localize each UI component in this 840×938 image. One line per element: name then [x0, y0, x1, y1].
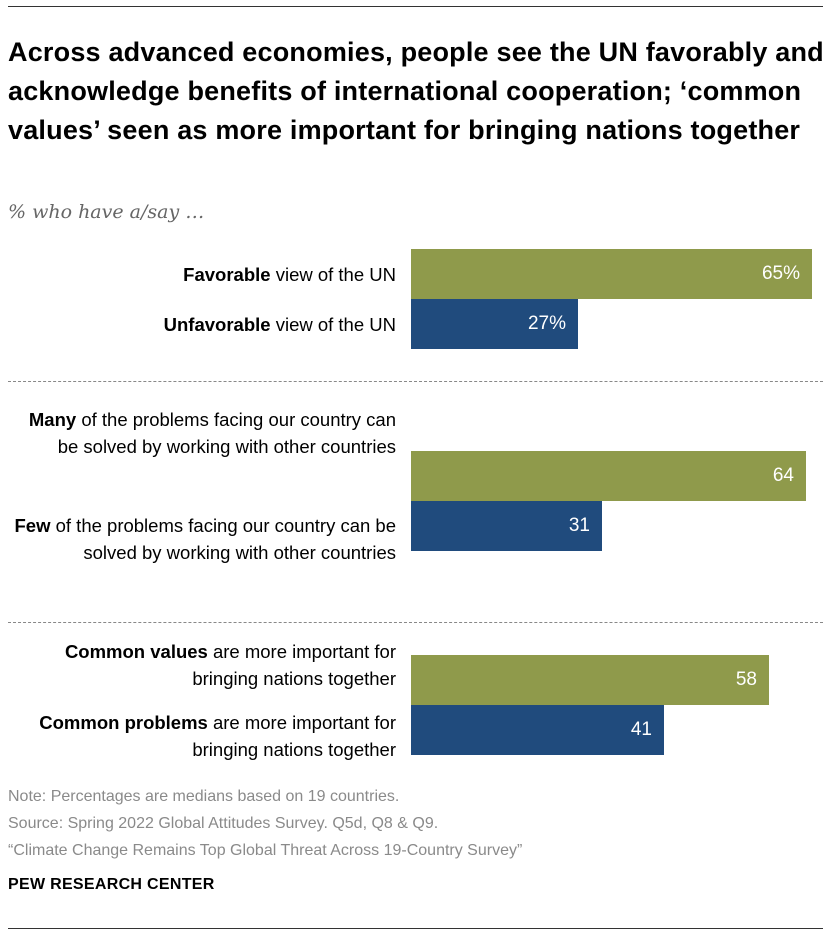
row-label-bold: Unfavorable — [163, 314, 271, 335]
chart-subtitle: % who have a/say … — [8, 201, 205, 223]
row-label-bold: Common problems — [39, 712, 208, 733]
source-text: Source: Spring 2022 Global Attitudes Sur… — [8, 815, 439, 832]
row-label-unfavorable: Unfavorable view of the UN — [164, 311, 396, 338]
report-title-text: “Climate Change Remains Top Global Threa… — [8, 842, 523, 859]
row-label-favorable: Favorable view of the UN — [183, 261, 396, 288]
bar-value-label: 31 — [568, 515, 590, 536]
bar-few: 31 — [411, 501, 602, 551]
bar-value-label: 27% — [527, 313, 566, 334]
row-label-bold: Few — [14, 515, 51, 536]
row-label-bold: Many — [28, 409, 77, 430]
row-label-many: Many of the problems facing our country … — [6, 406, 396, 460]
bar-value-label: 64 — [772, 465, 794, 486]
bar-unfavorable: 27% — [411, 299, 578, 349]
row-label-text: of the problems facing our country can b… — [57, 409, 396, 457]
note-text: Note: Percentages are medians based on 1… — [8, 788, 400, 805]
row-label-text: of the problems facing our country can b… — [50, 515, 396, 563]
group-divider — [8, 381, 823, 382]
bar-common-values: 58 — [411, 655, 769, 705]
row-label-common-values: Common values are more important for bri… — [6, 638, 396, 692]
top-rule — [8, 6, 823, 7]
chart-title: Across advanced economies, people see th… — [8, 37, 824, 145]
row-label-bold: Common values — [64, 641, 208, 662]
row-label-text: are more important for bringing nations … — [192, 712, 396, 760]
group-divider — [8, 622, 823, 623]
bar-common-problems: 41 — [411, 705, 664, 755]
bar-value-label: 65% — [761, 263, 800, 284]
bar-many: 64 — [411, 451, 806, 501]
row-label-text: view of the UN — [270, 264, 396, 285]
row-label-text: view of the UN — [270, 314, 396, 335]
bar-favorable: 65% — [411, 249, 812, 299]
row-label-bold: Favorable — [183, 264, 271, 285]
bar-value-label: 58 — [735, 669, 757, 690]
row-label-text: are more important for bringing nations … — [192, 641, 396, 689]
row-label-few: Few of the problems facing our country c… — [6, 512, 396, 566]
bottom-rule — [8, 928, 823, 929]
bar-value-label: 41 — [630, 719, 652, 740]
pew-logo-text: PEW RESEARCH CENTER — [8, 876, 215, 893]
row-label-common-problems: Common problems are more important for b… — [0, 709, 396, 763]
